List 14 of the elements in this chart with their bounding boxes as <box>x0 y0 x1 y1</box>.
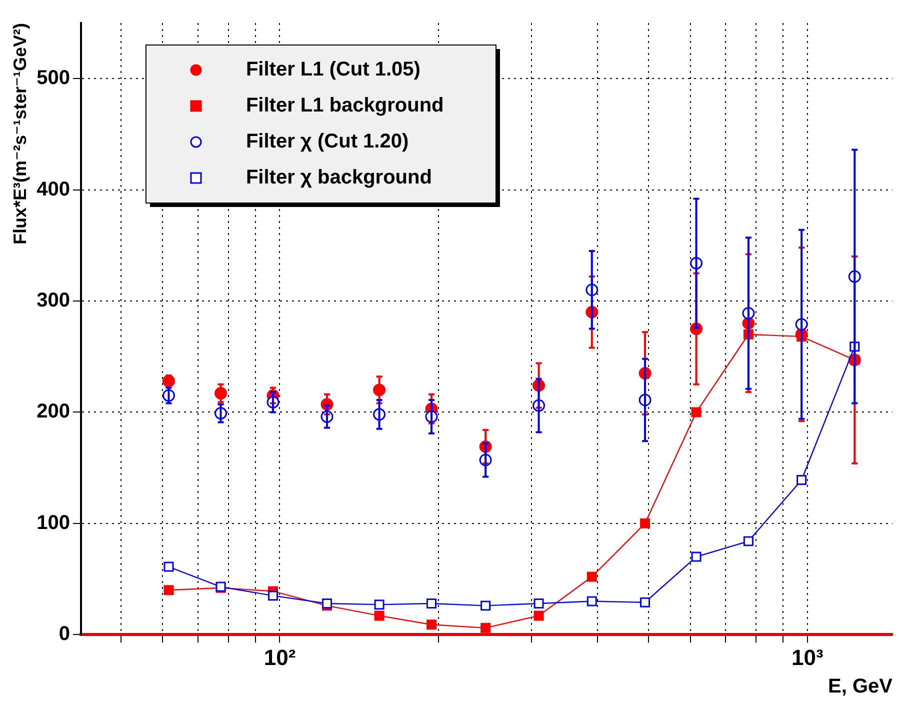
y-tick-label: 300 <box>36 290 70 312</box>
legend-label: Filter L1 background <box>246 94 444 117</box>
legend-label: Filter χ (Cut 1.20) <box>246 130 409 153</box>
y-tick-label: 0 <box>58 623 70 646</box>
legend-label: Filter L1 (Cut 1.05) <box>246 58 420 81</box>
x-tick-label: 10² <box>264 644 296 670</box>
legend-label: Filter χ background <box>246 166 432 189</box>
y-tick-label: 500 <box>36 67 70 90</box>
y-tick-label: 100 <box>36 512 70 534</box>
y-axis-title: Flux*E³(m⁻²s⁻¹ster⁻¹GeV²) <box>10 22 30 245</box>
y-tick-label: 400 <box>36 178 70 200</box>
x-axis-title: E, GeV <box>828 676 894 698</box>
y-tick-label: 200 <box>36 400 70 423</box>
x-tick-label: 10³ <box>791 644 824 670</box>
